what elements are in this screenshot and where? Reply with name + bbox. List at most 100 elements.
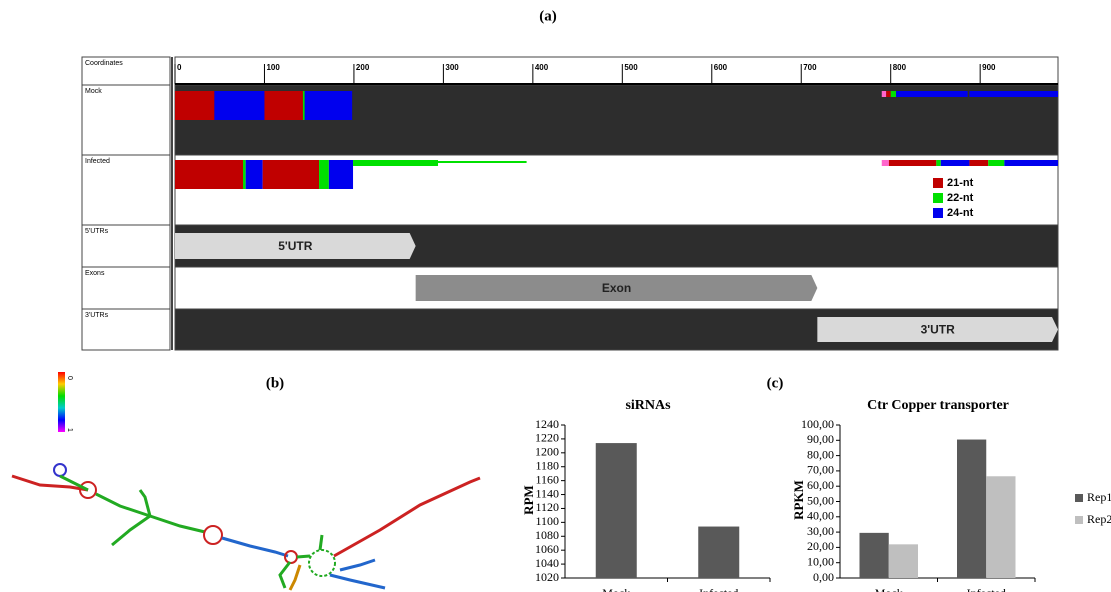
feature-label: 3'UTR [921,323,956,337]
y-tick-label: 70,00 [807,463,834,477]
legend-swatch [933,208,943,218]
y-axis-label: RPKM [791,480,806,520]
sirna-coverage [263,160,319,189]
rna-structure [12,464,480,590]
sirna-coverage [891,91,896,97]
sirna-coverage [896,91,968,97]
x-tick-label: Mock [602,586,630,592]
bar [860,533,889,578]
x-tick-label: Mock [875,586,903,592]
sirna-coverage [882,160,889,166]
figure: (a) (b) (c) Coordinates Mock Infected 5'UTR… [0,0,1111,592]
sirna-coverage [353,160,438,166]
track-label: Infected [85,158,110,165]
sirna-coverage [969,160,988,166]
y-tick-label: 1120 [535,500,559,514]
sirna-coverage [889,160,936,166]
sirna-coverage [175,160,243,189]
y-axis-label: RPM [521,485,536,515]
legend-label: Rep1 [1087,490,1111,504]
legend-swatch [933,178,943,188]
chart-title: siRNAs [625,398,671,413]
y-tick-label: 30,00 [807,524,834,538]
feature-label: Exon [602,281,631,295]
y-tick-label: 1100 [535,514,559,528]
panel-label: (c) [767,375,784,391]
bar [957,440,986,578]
sirna-coverage [175,91,214,120]
sirna-coverage [214,91,264,120]
sirna-coverage [438,161,527,163]
panel-label: (b) [266,375,284,391]
y-tick-label: 40,00 [807,509,834,523]
y-tick-label: 1080 [535,528,559,542]
color-bar-label: 0 [66,376,73,380]
legend-label: 24-nt [947,207,974,219]
y-tick-label: 1020 [535,570,559,584]
y-tick-label: 1240 [535,417,559,431]
y-tick-label: 10,00 [807,554,834,568]
sirna-coverage [305,91,352,120]
sirna-coverage [243,160,246,189]
y-tick-label: 1160 [535,472,559,486]
sirna-coverage [941,160,970,166]
color-bar-label: 1 [66,428,73,432]
y-tick-label: 100,00 [801,417,834,431]
coordinate-label: 400 [535,63,549,72]
chart-title: Ctr Copper transporter [867,398,1009,413]
y-tick-label: 20,00 [807,539,834,553]
bar [698,527,739,578]
y-tick-label: 1180 [535,458,559,472]
track-label: 5'UTRs [85,228,109,235]
sirna-coverage [886,91,890,97]
sirna-coverage [1004,160,1058,166]
panel-label: (a) [539,8,557,24]
sirna-coverage [969,91,1058,97]
y-tick-label: 1040 [535,556,559,570]
y-tick-label: 80,00 [807,447,834,461]
y-tick-label: 90,00 [807,432,834,446]
bar [986,476,1015,578]
sirna-coverage [319,160,329,189]
track-label-cell [82,85,170,155]
track-label-cell [82,155,170,225]
track-label: Exons [85,270,105,277]
track-row [175,57,1058,85]
x-tick-label: Infected [699,586,738,592]
coordinate-label: 800 [893,63,907,72]
legend-label: 21-nt [947,177,974,189]
sirna-coverage [246,160,263,189]
y-tick-label: 60,00 [807,478,834,492]
y-tick-label: 1220 [535,431,559,445]
y-tick-label: 50,00 [807,493,834,507]
coordinate-label: 700 [803,63,817,72]
coordinate-label: 500 [624,63,638,72]
legend-swatch [1075,494,1083,502]
legend-label: 22-nt [947,192,974,204]
coordinate-label: 300 [445,63,459,72]
y-tick-label: 1140 [535,486,559,500]
legend-label: Rep2 [1087,512,1111,526]
sirna-coverage [936,160,940,166]
legend-swatch [1075,516,1083,524]
sirna-coverage [882,91,886,97]
feature-label: 5'UTR [278,239,313,253]
bar-charts: siRNAs RPM 1020104010601080110011201140116… [521,398,1111,592]
bar [889,544,918,578]
color-bar [58,372,65,432]
sirna-coverage [329,160,353,189]
track-label: Coordinates [85,60,123,67]
page: (a) (b) (c) Coordinates Mock Infected 5'UTR… [0,0,1111,592]
bar [596,443,637,578]
sirna-coverage [303,91,305,120]
y-tick-label: 1060 [535,542,559,556]
track-label: Mock [85,88,102,95]
coordinate-label: 600 [714,63,728,72]
legend-swatch [933,193,943,203]
coordinate-label: 100 [266,63,280,72]
coordinate-label: 200 [356,63,370,72]
coordinate-label: 900 [982,63,996,72]
y-tick-label: 1200 [535,445,559,459]
x-tick-label: Infected [967,586,1006,592]
y-tick-label: 0,00 [813,570,834,584]
